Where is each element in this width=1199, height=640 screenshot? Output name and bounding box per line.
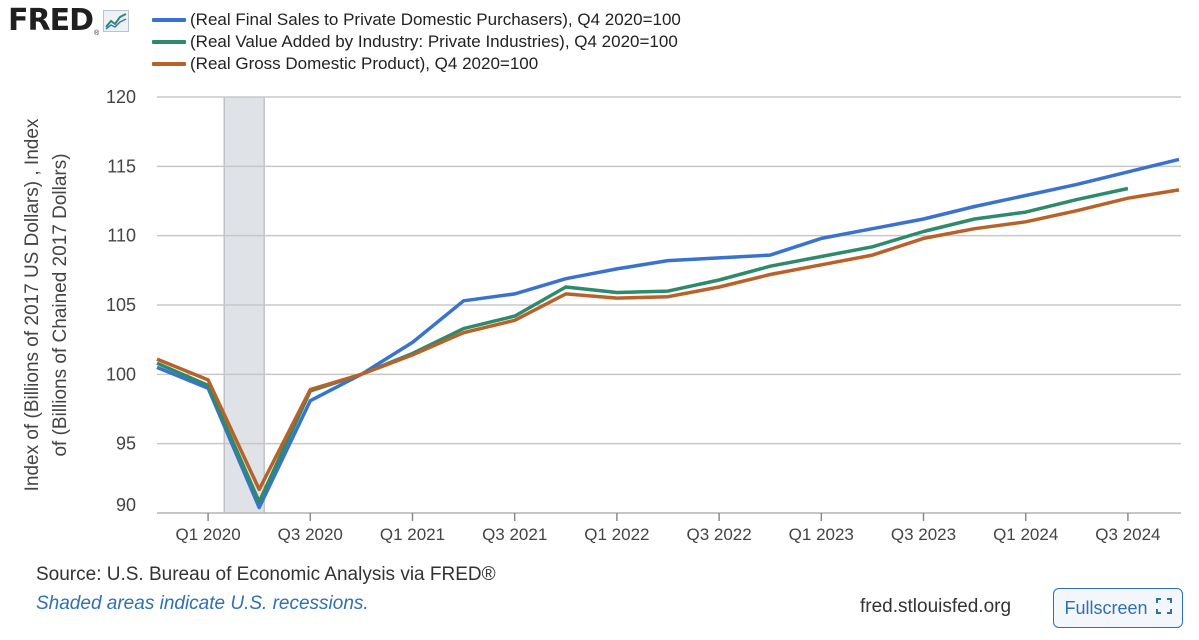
site-url[interactable]: fred.stlouisfed.org xyxy=(860,596,1012,617)
x-tick-label: Q1 2020 xyxy=(175,525,240,544)
x-tick-label: Q1 2022 xyxy=(584,525,649,544)
fullscreen-button[interactable]: Fullscreen xyxy=(1053,588,1183,628)
legend-item-value-added[interactable]: (Real Value Added by Industry: Private I… xyxy=(152,31,681,53)
legend-swatch-green xyxy=(152,40,186,44)
x-tick-label: Q3 2020 xyxy=(278,525,343,544)
logo-text: FRED xyxy=(8,3,94,38)
y-axis-label-line-1: Index of (Billions of 2017 US Dollars) ,… xyxy=(22,118,43,491)
source-note: Source: U.S. Bureau of Economic Analysis… xyxy=(36,564,496,585)
x-tick-label: Q1 2021 xyxy=(380,525,445,544)
legend-swatch-orange xyxy=(152,62,186,66)
legend-item-gdp[interactable]: (Real Gross Domestic Product), Q4 2020=1… xyxy=(152,53,681,75)
y-axis-label-line-2: of (Billions of Chained 2017 Dollars) xyxy=(50,153,71,456)
y-tick-label: 120 xyxy=(106,87,136,107)
x-tick-label: Q1 2024 xyxy=(993,525,1058,544)
x-tick-label: Q3 2023 xyxy=(891,525,956,544)
y-tick-label: 105 xyxy=(106,295,136,315)
recession-note: Shaded areas indicate U.S. recessions. xyxy=(36,593,369,614)
x-tick-label: Q1 2023 xyxy=(789,525,854,544)
y-tick-label: 95 xyxy=(116,434,136,454)
fred-logo[interactable]: FRED ® xyxy=(8,3,130,38)
legend-swatch-blue xyxy=(152,18,186,22)
legend-label: (Real Gross Domestic Product), Q4 2020=1… xyxy=(190,54,539,73)
fullscreen-label: Fullscreen xyxy=(1064,597,1148,618)
legend-label: (Real Final Sales to Private Domestic Pu… xyxy=(190,10,681,29)
x-tick-label: Q3 2021 xyxy=(482,525,547,544)
series-line-0[interactable] xyxy=(156,157,1180,510)
series-line-2[interactable] xyxy=(156,188,1180,492)
x-tick-label: Q3 2022 xyxy=(686,525,751,544)
y-tick-label: 90 xyxy=(116,495,136,515)
line-chart[interactable]: 90 95 100 105 110 115 120 Q1 2020 Q3 2020 Q1 202… xyxy=(0,0,1199,560)
y-tick-label: 100 xyxy=(106,364,136,384)
y-tick-label: 110 xyxy=(107,226,136,246)
x-tick-label: Q3 2024 xyxy=(1095,525,1160,544)
expand-corners-icon xyxy=(1155,597,1172,619)
logo-registered-mark: ® xyxy=(94,30,100,37)
legend-label: (Real Value Added by Industry: Private I… xyxy=(190,32,678,51)
y-tick-label: 115 xyxy=(107,156,136,176)
chart-legend: (Real Final Sales to Private Domestic Pu… xyxy=(152,9,681,75)
line-graph-icon xyxy=(103,10,130,37)
legend-item-final-sales[interactable]: (Real Final Sales to Private Domestic Pu… xyxy=(152,9,681,31)
